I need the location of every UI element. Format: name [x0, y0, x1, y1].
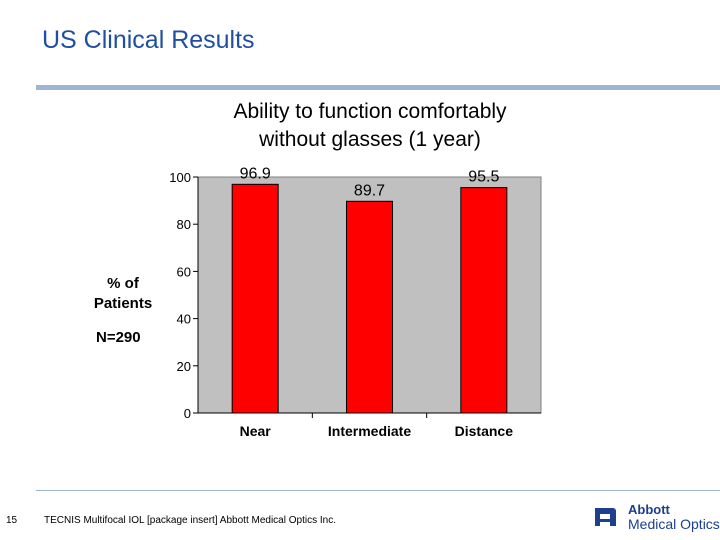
- chart-title-line1: Ability to function comfortably: [233, 100, 507, 123]
- bar-near: [231, 183, 279, 414]
- title-divider: [36, 85, 720, 90]
- x-tick-label: Intermediate: [328, 423, 411, 439]
- y-tick-label: 60: [177, 264, 191, 279]
- chart-title-line2: without glasses (1 year): [259, 128, 481, 151]
- logo-text-abbott: Abbott: [628, 502, 670, 517]
- y-tick-label: 20: [177, 359, 191, 374]
- y-tick-label: 0: [184, 406, 191, 421]
- y-axis-label-line1: % of: [107, 275, 139, 292]
- data-label: 96.9: [240, 165, 271, 182]
- y-tick-label: 100: [169, 170, 191, 185]
- sample-size-label: N=290: [96, 329, 141, 346]
- footer-citation: TECNIS Multifocal IOL [package insert] A…: [44, 515, 336, 526]
- x-tick-label: Near: [240, 423, 272, 439]
- footer-divider: [36, 490, 720, 491]
- bar-intermediate: [346, 200, 393, 414]
- y-tick-label: 40: [177, 312, 191, 327]
- bar-distance: [460, 187, 508, 414]
- data-label: 89.7: [354, 182, 385, 199]
- company-logo: Abbott Medical Optics: [592, 502, 720, 534]
- logo-text-medical-optics: Medical Optics: [628, 516, 720, 532]
- slide-title: US Clinical Results: [42, 26, 255, 54]
- y-axis-label-line2: Patients: [93, 295, 153, 312]
- x-tick-label: Distance: [455, 423, 514, 439]
- data-label: 95.5: [468, 169, 499, 186]
- y-tick-label: 80: [177, 217, 191, 232]
- chart-title: Ability to function comfortably without …: [170, 98, 570, 154]
- page-number: 15: [6, 515, 18, 526]
- abbott-logo-icon: [595, 508, 616, 526]
- y-axis-label: % of Patients: [92, 274, 154, 314]
